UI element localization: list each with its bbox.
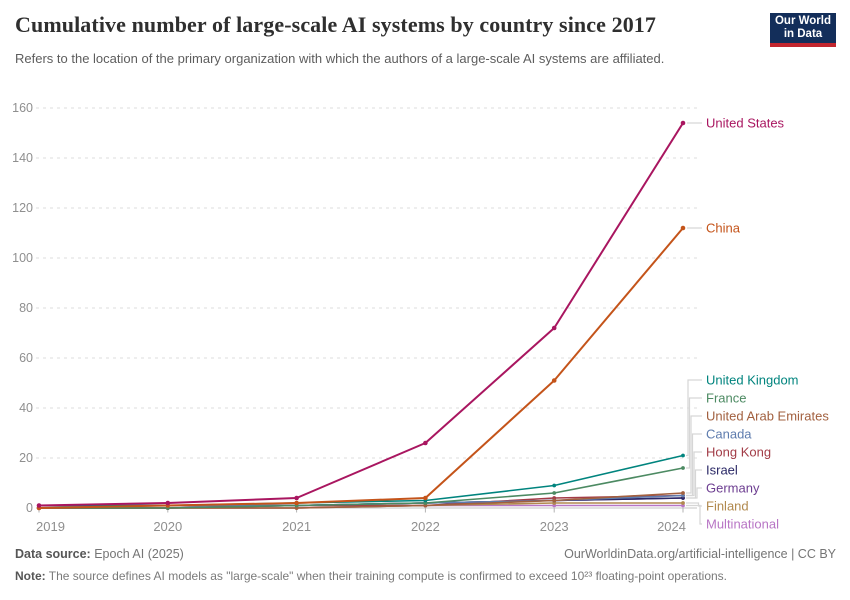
owid-logo-line2: in Data: [783, 28, 823, 40]
series-dot-finland: [681, 501, 685, 505]
legend-label-finland[interactable]: Finland: [706, 499, 749, 514]
series-dot-united-states: [423, 440, 428, 446]
data-source-text: Data source: Epoch AI (2025): [15, 547, 184, 561]
legend-label-germany[interactable]: Germany: [706, 481, 760, 496]
legend-label-israel[interactable]: Israel: [706, 463, 738, 478]
x-axis-tick-label: 2024: [657, 519, 686, 534]
series-dot-china: [551, 378, 557, 383]
series-dot-united-arab-emirates: [552, 498, 557, 503]
series-line-china[interactable]: [38, 227, 684, 509]
legend-label-france[interactable]: France: [706, 391, 746, 406]
y-axis-tick-label: 80: [19, 301, 33, 315]
series-dot-united-states: [551, 325, 557, 331]
footer-note-value: The source defines AI models as "large-s…: [45, 569, 727, 583]
owid-attribution-link[interactable]: OurWorldinData.org/artificial-intelligen…: [564, 547, 836, 561]
legend-label-china[interactable]: China: [706, 221, 741, 236]
footer-note-label: Note:: [15, 569, 46, 583]
series-dot-united-states: [36, 503, 42, 508]
y-axis-tick-label: 0: [26, 501, 33, 515]
series-dot-united-states: [680, 120, 686, 126]
x-axis-tick-label: 2019: [36, 519, 65, 534]
footer-source-row: Data source: Epoch AI (2025) OurWorldinD…: [15, 547, 836, 561]
owid-logo-line1: Our World: [774, 15, 831, 27]
y-axis-tick-label: 20: [19, 451, 33, 465]
x-axis-tick-label: 2021: [282, 519, 311, 534]
y-axis-tick-label: 60: [19, 351, 33, 365]
page-title: Cumulative number of large-scale AI syst…: [15, 12, 656, 37]
series-dot-united-states: [165, 500, 171, 506]
data-source-label: Data source:: [15, 547, 91, 561]
x-axis-tick-label: 2020: [153, 519, 182, 534]
page-subtitle: Refers to the location of the primary or…: [15, 51, 665, 66]
series-dot-united-states: [294, 495, 299, 501]
series-dot-china: [680, 225, 686, 231]
series-dot-united-kingdom: [681, 453, 685, 458]
y-axis-tick-label: 120: [12, 201, 33, 215]
y-axis-tick-label: 140: [12, 151, 33, 165]
data-source-value: Epoch AI (2025): [90, 547, 184, 561]
series-dot-france: [681, 466, 685, 470]
owid-logo[interactable]: Our World in Data: [770, 13, 836, 47]
series-dot-china: [423, 495, 428, 501]
y-axis-tick-label: 160: [12, 101, 33, 115]
legend-connector-hong-kong: [686, 451, 702, 497]
series-dot-united-kingdom: [552, 483, 557, 488]
series-line-united-states[interactable]: [38, 122, 684, 507]
series-dot-france: [552, 491, 557, 495]
y-axis-tick-label: 100: [12, 251, 33, 265]
legend-connector-united-arab-emirates: [686, 415, 702, 494]
series-dot-united-arab-emirates: [681, 491, 685, 495]
series-dot-china: [294, 500, 299, 506]
x-axis-tick-label: 2022: [411, 519, 440, 534]
legend-connector-germany: [686, 487, 702, 499]
legend-label-united-kingdom[interactable]: United Kingdom: [706, 373, 799, 388]
y-axis-tick-label: 40: [19, 401, 33, 415]
legend-connector-multinational: [686, 504, 702, 525]
legend-connector-united-kingdom: [686, 379, 702, 457]
legend-label-hong-kong[interactable]: Hong Kong: [706, 445, 771, 460]
series-line-france[interactable]: [39, 467, 684, 509]
x-axis-tick-label: 2023: [540, 519, 569, 534]
legend-label-united-states[interactable]: United States: [706, 116, 785, 131]
legend-connector-france: [686, 397, 702, 469]
footer-note-row: Note: The source defines AI models as "l…: [15, 569, 836, 583]
legend-label-united-arab-emirates[interactable]: United Arab Emirates: [706, 409, 829, 424]
legend-label-multinational[interactable]: Multinational: [706, 517, 779, 532]
legend-label-canada[interactable]: Canada: [706, 427, 752, 442]
